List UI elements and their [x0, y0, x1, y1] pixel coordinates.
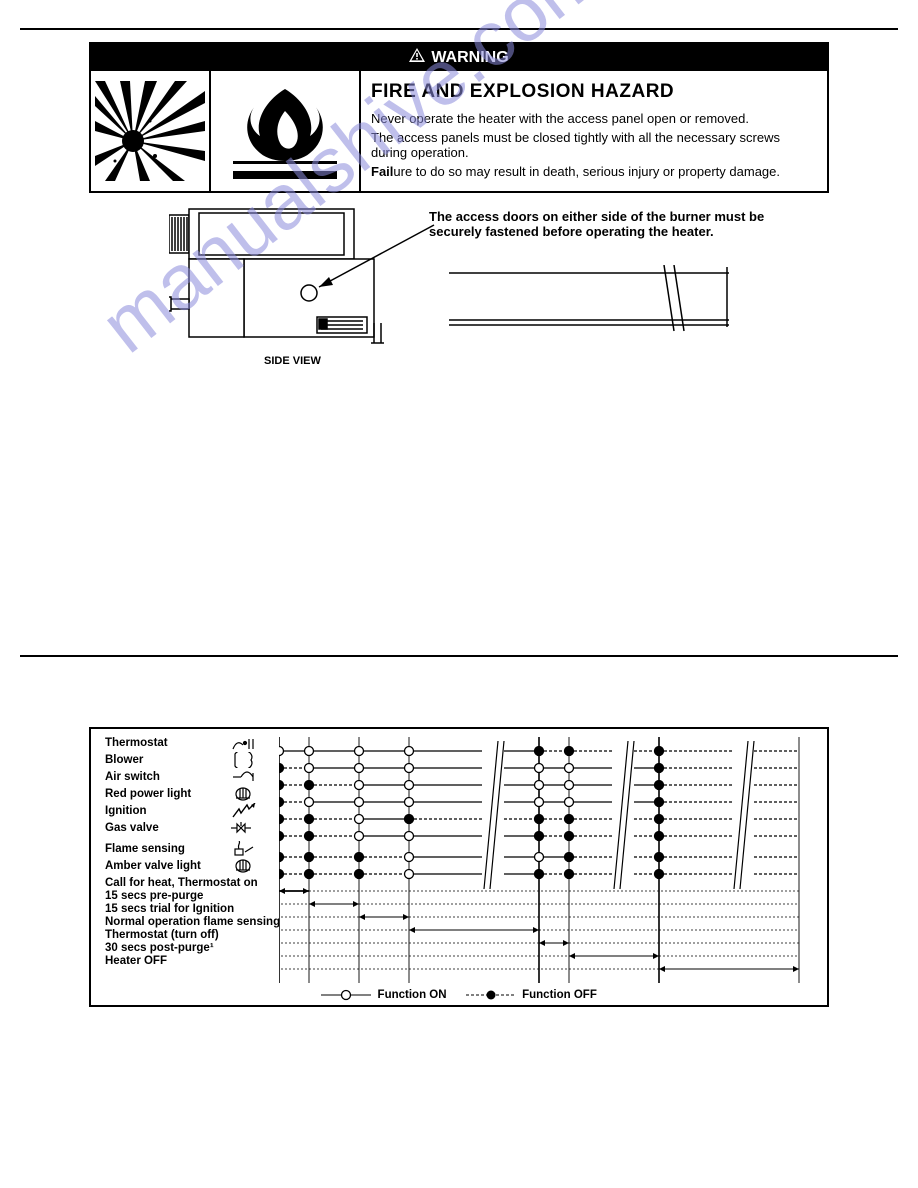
- phase-heater-off: Heater OFF: [105, 955, 167, 967]
- svg-text:T1: T1: [311, 737, 324, 740]
- phase-call-heat: Call for heat, Thermostat on: [105, 877, 258, 889]
- amber-light-icon: [229, 858, 259, 874]
- warning-body: FIRE AND EXPLOSION HAZARD Never operate …: [91, 71, 827, 191]
- row-label-amber-light: Amber valve light: [105, 860, 201, 872]
- phase-post-purge: 30 secs post-purge¹: [105, 942, 214, 954]
- side-view-label: SIDE VIEW: [264, 355, 321, 367]
- svg-text:T4: T4: [541, 737, 555, 740]
- svg-text:T3: T3: [411, 737, 424, 740]
- mid-rule: [20, 655, 898, 657]
- warning-p3: Failure to do so may result in death, se…: [371, 164, 817, 179]
- svg-text:T7: T7: [801, 737, 814, 740]
- flame-sensing-icon: [229, 841, 259, 857]
- warning-p3-lead: Fail: [371, 164, 393, 179]
- tube-extension-icon: [449, 265, 769, 355]
- row-label-thermostat: Thermostat: [105, 737, 168, 749]
- access-doors-callout: The access doors on either side of the b…: [429, 209, 789, 239]
- row-label-flame-sense: Flame sensing: [105, 843, 185, 855]
- red-light-icon: [229, 786, 259, 802]
- thermostat-icon: [229, 735, 259, 751]
- phase-normal-op: Normal operation flame sensing: [105, 916, 280, 928]
- gas-valve-icon: [229, 820, 259, 836]
- timing-chart: T0 T1 T2 T3 T4 T5 T6 T7: [279, 737, 819, 987]
- row-label-blower: Blower: [105, 754, 143, 766]
- burner-side-view-icon: [169, 205, 449, 355]
- legend-on-label: Function ON: [378, 989, 447, 1001]
- row-label-ignition: Ignition: [105, 805, 147, 817]
- svg-text:T2: T2: [361, 737, 374, 740]
- flame-icon: [211, 71, 361, 191]
- top-rule: [20, 28, 898, 30]
- warning-p3-rest: ure to do so may result in death, seriou…: [393, 164, 780, 179]
- blower-icon: [229, 752, 259, 768]
- timing-diagram-box: Thermostat Blower Air switch Red power l…: [89, 727, 829, 1007]
- warning-title: FIRE AND EXPLOSION HAZARD: [371, 81, 817, 103]
- burner-diagram-region: The access doors on either side of the b…: [89, 205, 829, 375]
- warning-triangle-icon: [409, 48, 425, 67]
- air-switch-icon: [229, 769, 259, 785]
- warning-p1: Never operate the heater with the access…: [371, 111, 817, 126]
- phase-thermo-off: Thermostat (turn off): [105, 929, 219, 941]
- warning-header-text: WARNING: [431, 49, 508, 67]
- legend-off-label: Function OFF: [522, 989, 597, 1001]
- svg-text:T0: T0: [281, 737, 294, 740]
- ignition-icon: [229, 803, 259, 819]
- row-label-red-light: Red power light: [105, 788, 191, 800]
- warning-text-block: FIRE AND EXPLOSION HAZARD Never operate …: [361, 71, 827, 191]
- warning-header: WARNING: [91, 44, 827, 71]
- warning-p2: The access panels must be closed tightly…: [371, 130, 817, 160]
- phase-trial-ign: 15 secs trial for Ignition: [105, 903, 234, 915]
- phase-prepurge: 15 secs pre-purge: [105, 890, 203, 902]
- row-label-gas-valve: Gas valve: [105, 822, 159, 834]
- svg-text:T6: T6: [661, 737, 674, 740]
- svg-text:T5: T5: [571, 737, 584, 740]
- row-label-air-switch: Air switch: [105, 771, 160, 783]
- timing-legend: Function ON Function OFF: [91, 989, 827, 1001]
- warning-box: WARNING: [89, 42, 829, 193]
- explosion-icon: [91, 71, 211, 191]
